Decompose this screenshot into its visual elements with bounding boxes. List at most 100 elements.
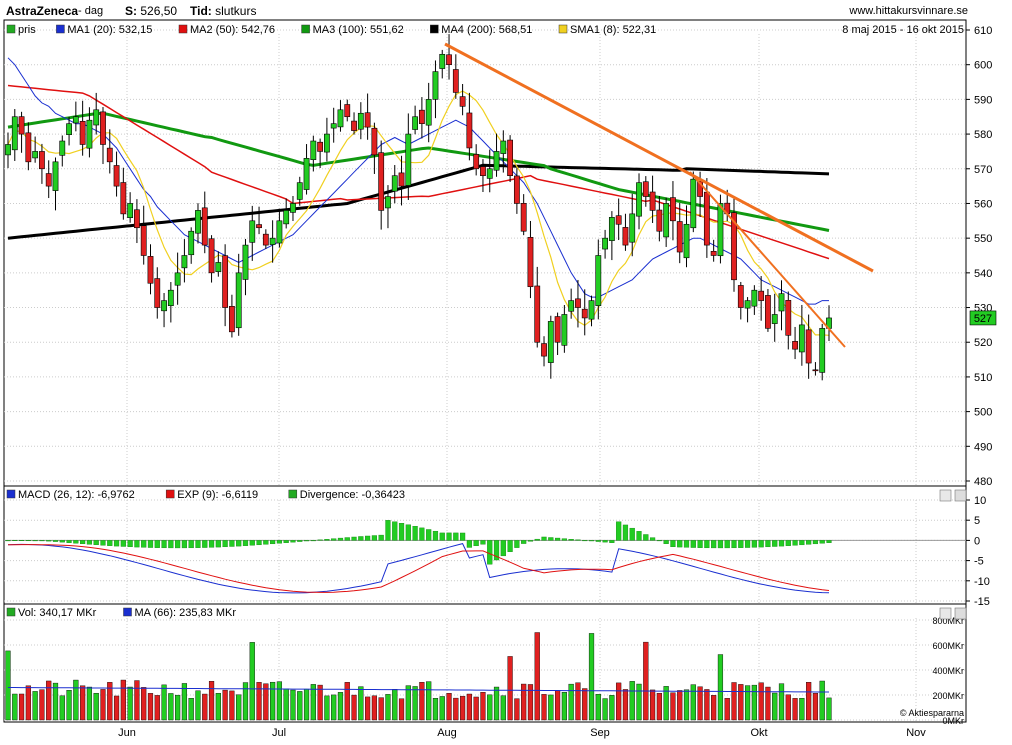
candle-body <box>100 111 106 145</box>
volume-bar <box>120 679 126 721</box>
candle-body <box>663 203 670 238</box>
volume-bar <box>711 695 717 721</box>
macd-divergence-bar <box>168 540 174 549</box>
volume-bar <box>208 681 215 721</box>
candle-body <box>188 230 195 256</box>
volume-bar <box>521 683 527 721</box>
macd-divergence-bar <box>249 540 255 546</box>
macd-divergence-bar <box>147 540 154 548</box>
macd-divergence-bar <box>310 540 316 542</box>
volume-bar <box>392 689 398 721</box>
volume-bar <box>86 686 93 721</box>
macd-divergence-bar <box>690 540 696 548</box>
candle-body <box>378 152 385 211</box>
macd-divergence-bar <box>202 540 208 548</box>
period-label: - dag <box>78 5 104 17</box>
macd-divergence-bar <box>534 538 540 541</box>
site-url[interactable]: www.hittakursvinnare.se <box>849 5 968 17</box>
candle-body <box>595 255 602 306</box>
candle-body <box>181 255 188 269</box>
volume-bar <box>514 698 520 721</box>
macd-divergence-bar <box>636 531 642 541</box>
candle-body <box>731 212 737 281</box>
legend-swatch <box>6 489 16 499</box>
volume-bar <box>39 689 45 721</box>
macd-divergence-bar <box>683 540 690 548</box>
volume-bar <box>59 695 65 721</box>
volume-bar <box>473 696 479 721</box>
candle-body <box>425 99 432 126</box>
volume-bar <box>32 691 38 721</box>
candle-body <box>52 161 59 191</box>
candle-body <box>18 116 25 135</box>
price-y-tick-label: 540 <box>974 268 992 280</box>
candle-body <box>805 329 812 364</box>
macd-divergence-bar <box>439 532 445 541</box>
candle-body <box>534 285 541 343</box>
volume-bar <box>493 686 500 721</box>
volume-bar <box>704 689 710 721</box>
legend-price-4: MA4 (200): 568,51 <box>441 24 532 36</box>
volume-bar <box>283 688 289 721</box>
macd-divergence-bar <box>826 540 832 543</box>
macd-divergence-bar <box>5 540 11 542</box>
candle-body <box>520 203 527 232</box>
candle-body <box>798 324 805 353</box>
price-y-tick-label: 510 <box>974 372 992 384</box>
macd-divergence-bar <box>18 540 25 541</box>
candle-body <box>575 298 581 308</box>
candle-body <box>262 233 269 246</box>
macd-divergence-bar <box>93 540 99 546</box>
close-panel-button[interactable] <box>954 607 967 620</box>
volume-bar <box>134 680 140 721</box>
candle-body <box>344 104 351 118</box>
volume-bar <box>649 689 656 721</box>
volume-bar <box>93 692 99 721</box>
macd-divergence-bar <box>602 540 608 543</box>
volume-bar <box>643 641 649 721</box>
macd-divergence-bar <box>799 540 805 546</box>
zoom-panel-button[interactable] <box>939 489 952 502</box>
candle-body <box>106 147 113 163</box>
candle-body <box>819 328 826 373</box>
candle-body <box>154 278 161 308</box>
price-y-tick-label: 490 <box>974 441 992 453</box>
volume-bar <box>426 681 432 721</box>
macd-divergence-bar <box>446 532 452 541</box>
candle-body <box>174 272 181 286</box>
price-y-tick-label: 600 <box>974 60 992 72</box>
candle-body <box>167 289 174 307</box>
candle-body <box>66 123 72 135</box>
volume-bar <box>113 695 120 721</box>
candle-body <box>765 295 771 329</box>
price-y-tick-label: 500 <box>974 407 992 419</box>
macd-divergence-bar <box>181 540 188 549</box>
candle-body <box>5 144 11 156</box>
volume-bar <box>799 697 805 721</box>
x-tick-label: Nov <box>906 727 926 739</box>
volume-bar <box>351 694 357 721</box>
candle-body <box>568 300 575 312</box>
candle-body <box>527 237 534 288</box>
volume-bar <box>236 694 242 721</box>
macd-divergence-bar <box>460 532 466 541</box>
close-panel-button[interactable] <box>954 489 967 502</box>
macd-divergence-bar <box>371 535 377 541</box>
x-tick-label: Okt <box>750 727 767 739</box>
volume-bar <box>466 693 472 721</box>
candle-body <box>629 213 636 243</box>
macd-divergence-bar <box>765 540 771 548</box>
macd-divergence-bar <box>337 537 344 541</box>
legend-price-1: MA1 (20): 532,15 <box>67 24 152 36</box>
macd-divergence-bar <box>154 540 160 548</box>
candle-body <box>235 272 242 329</box>
vol-y-tick-label: 600MKr <box>932 641 964 651</box>
candle-body <box>39 151 45 170</box>
candle-body <box>229 306 235 333</box>
volume-bar <box>256 682 262 721</box>
zoom-panel-button[interactable] <box>939 607 952 620</box>
volume-bar <box>398 698 405 721</box>
volume-bar <box>52 682 59 721</box>
volume-bar <box>724 698 730 721</box>
chart-header: AstraZeneca - dag S: 526,50 Tid: slutkur… <box>0 0 1012 20</box>
